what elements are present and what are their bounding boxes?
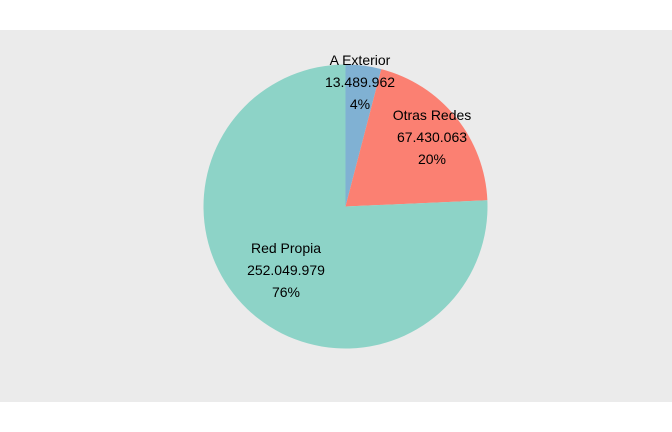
slice-label-a-exterior: A Exterior bbox=[330, 52, 391, 68]
pie-slice-otras-redes bbox=[345, 69, 488, 207]
pie-slice-red-propia bbox=[203, 64, 488, 349]
slice-value-red-propia: 252.049.979 bbox=[247, 262, 325, 278]
slice-value-a-exterior: 13.489.962 bbox=[325, 74, 395, 90]
slice-percent-a-exterior: 4% bbox=[350, 96, 370, 112]
pie-slice-a-exterior bbox=[345, 64, 382, 207]
slice-percent-otras-redes: 20% bbox=[418, 151, 446, 167]
slice-label-red-propia: Red Propia bbox=[251, 240, 321, 256]
pie-slices bbox=[203, 64, 488, 349]
slice-percent-red-propia: 76% bbox=[272, 284, 300, 300]
slice-value-otras-redes: 67.430.063 bbox=[397, 129, 467, 145]
slice-labels: A Exterior 13.489.962 4% Otras Redes 67.… bbox=[247, 52, 471, 300]
slice-label-otras-redes: Otras Redes bbox=[393, 107, 472, 123]
